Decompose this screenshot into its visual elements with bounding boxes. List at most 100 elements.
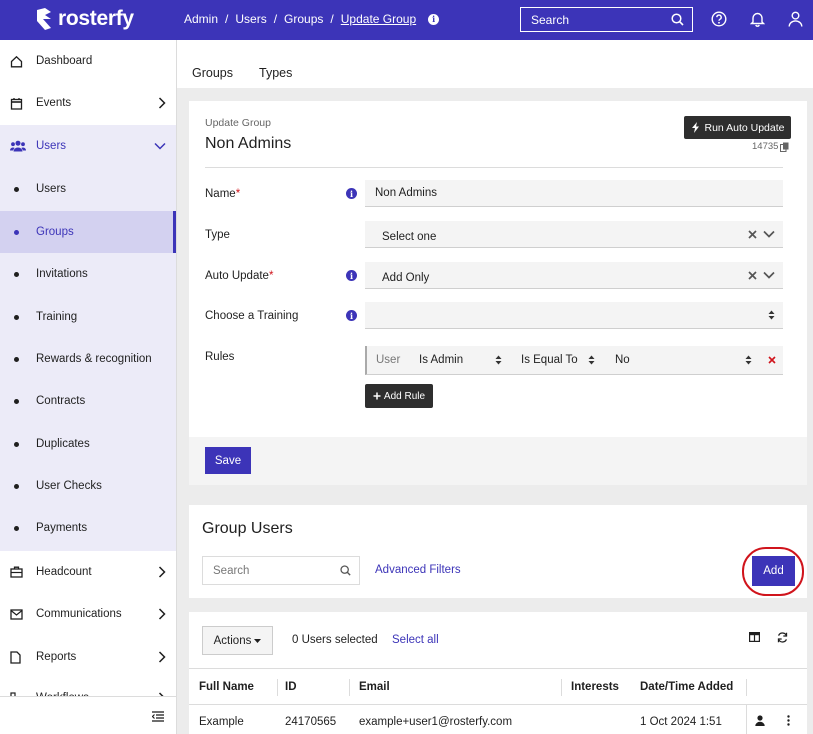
clear-icon[interactable]	[748, 229, 757, 239]
add-button[interactable]: Add	[752, 556, 795, 586]
breadcrumb-admin[interactable]: Admin	[184, 12, 219, 26]
info-icon[interactable]: i	[428, 13, 440, 25]
users-icon	[10, 140, 26, 152]
sidebar-item-label: Users	[36, 140, 67, 152]
help-icon[interactable]	[711, 11, 727, 27]
type-select[interactable]: Select one	[365, 221, 783, 248]
update-group-card: Update Group Non Admins Run Auto Update …	[189, 101, 807, 485]
column-header-full-name[interactable]: Full Name	[199, 681, 254, 693]
top-bar: rosterfy Admin / Users / Groups / Update…	[0, 0, 813, 40]
collapse-sidebar-icon[interactable]	[152, 711, 164, 722]
tab-groups[interactable]: Groups	[192, 66, 233, 80]
columns-icon[interactable]	[749, 632, 760, 642]
sidebar-item-events[interactable]: Events	[0, 96, 176, 110]
column-header-date-added[interactable]: Date/Time Added	[640, 681, 734, 693]
refresh-icon[interactable]	[777, 632, 788, 643]
actions-dropdown[interactable]: Actions	[202, 626, 273, 655]
name-field[interactable]: Non Admins	[365, 180, 783, 207]
auto-update-label: Auto Update*	[205, 270, 273, 282]
sidebar-subitem-contracts[interactable]: Contracts	[0, 394, 176, 408]
info-icon[interactable]: i	[346, 270, 357, 281]
auto-update-label-text: Auto Update	[205, 270, 269, 282]
required-mark: *	[235, 188, 241, 200]
sort-arrows-icon	[745, 355, 752, 365]
info-icon[interactable]: i	[346, 188, 357, 199]
chevron-right-icon	[158, 651, 166, 663]
user-profile-icon[interactable]	[755, 715, 765, 726]
column-separator	[561, 679, 562, 696]
group-users-search-input[interactable]	[213, 564, 333, 577]
sidebar-subitem-rewards[interactable]: Rewards & recognition	[0, 352, 176, 366]
chevron-down-icon[interactable]	[763, 230, 775, 238]
bullet-icon	[14, 186, 19, 192]
type-label: Type	[205, 229, 230, 241]
tab-types[interactable]: Types	[259, 66, 293, 80]
sidebar-subitem-training[interactable]: Training	[0, 310, 176, 324]
table-header: Full Name ID Email Interests Date/Time A…	[189, 668, 807, 705]
info-icon[interactable]: i	[346, 310, 357, 321]
table-row[interactable]: Example 24170565 example+user1@rosterfy.…	[189, 705, 807, 734]
required-mark: *	[268, 270, 274, 282]
sidebar-item-communications[interactable]: Communications	[0, 607, 176, 621]
auto-update-select[interactable]: Add Only	[365, 262, 783, 289]
add-rule-button[interactable]: Add Rule	[365, 384, 433, 408]
auto-update-select-value: Add Only	[382, 272, 430, 284]
run-auto-update-button[interactable]: Run Auto Update	[684, 116, 791, 139]
training-label: Choose a Training	[205, 310, 299, 322]
clear-icon[interactable]	[748, 270, 757, 280]
breadcrumb-users[interactable]: Users	[235, 12, 267, 26]
sidebar-item-label: Reports	[36, 651, 77, 663]
sidebar-item-label: Rewards & recognition	[36, 353, 152, 365]
sidebar-subitem-duplicates[interactable]: Duplicates	[0, 437, 176, 451]
bell-icon[interactable]	[750, 11, 765, 27]
sidebar-item-reports[interactable]: Reports	[0, 650, 176, 664]
remove-rule-icon[interactable]	[768, 356, 776, 364]
cell-email: example+user1@rosterfy.com	[359, 716, 513, 728]
sidebar-subitem-invitations[interactable]: Invitations	[0, 267, 176, 281]
rule-entity: User	[376, 354, 401, 366]
breadcrumb-groups[interactable]: Groups	[284, 12, 324, 26]
advanced-filters-link[interactable]: Advanced Filters	[375, 564, 461, 576]
sidebar-item-headcount[interactable]: Headcount	[0, 565, 176, 579]
training-select[interactable]	[365, 302, 783, 329]
chevron-down-icon[interactable]	[763, 271, 775, 279]
breadcrumb-update-group[interactable]: Update Group	[340, 12, 417, 26]
bullet-icon	[14, 271, 19, 277]
bullet-icon	[14, 398, 19, 404]
top-search[interactable]	[520, 7, 693, 32]
search-icon[interactable]	[671, 13, 684, 26]
group-users-card: Group Users Advanced Filters Add	[189, 505, 807, 598]
sidebar-item-users[interactable]: Users	[0, 139, 176, 153]
divider	[205, 167, 783, 168]
group-users-search[interactable]	[202, 556, 360, 585]
save-button[interactable]: Save	[205, 447, 251, 474]
more-vertical-icon[interactable]	[787, 715, 790, 726]
sidebar-subitem-users[interactable]: Users	[0, 182, 176, 196]
sidebar-item-label: Dashboard	[36, 55, 93, 67]
name-label-text: Name	[205, 188, 236, 200]
sidebar-subitem-payments[interactable]: Payments	[0, 521, 176, 535]
sidebar-subitem-groups[interactable]: Groups	[0, 225, 176, 239]
sidebar-item-dashboard[interactable]: Dashboard	[0, 54, 176, 68]
sort-arrows-icon	[588, 355, 595, 365]
search-icon[interactable]	[340, 565, 351, 576]
logo[interactable]: rosterfy	[36, 7, 134, 31]
selected-count: 0 Users selected	[292, 634, 378, 646]
sort-arrows-icon	[768, 310, 775, 320]
active-item-highlight	[0, 211, 176, 253]
rule-operator-select[interactable]: Is Equal To	[521, 354, 578, 366]
name-field-value: Non Admins	[375, 187, 438, 199]
select-all-link[interactable]: Select all	[392, 634, 439, 646]
sidebar-item-label: Headcount	[36, 566, 92, 578]
cell-date-added: 1 Oct 2024 1:51	[640, 716, 722, 728]
rule-value-select[interactable]: No	[615, 354, 630, 366]
column-header-interests[interactable]: Interests	[571, 681, 619, 693]
copy-icon[interactable]	[780, 142, 789, 152]
column-header-id[interactable]: ID	[285, 681, 297, 693]
rule-field-select[interactable]: Is Admin	[419, 354, 464, 366]
top-search-input[interactable]	[531, 12, 661, 27]
column-header-email[interactable]: Email	[359, 681, 390, 693]
user-icon[interactable]	[788, 11, 803, 27]
sidebar-subitem-user-checks[interactable]: User Checks	[0, 479, 176, 493]
group-id-value: 14735	[752, 141, 779, 152]
